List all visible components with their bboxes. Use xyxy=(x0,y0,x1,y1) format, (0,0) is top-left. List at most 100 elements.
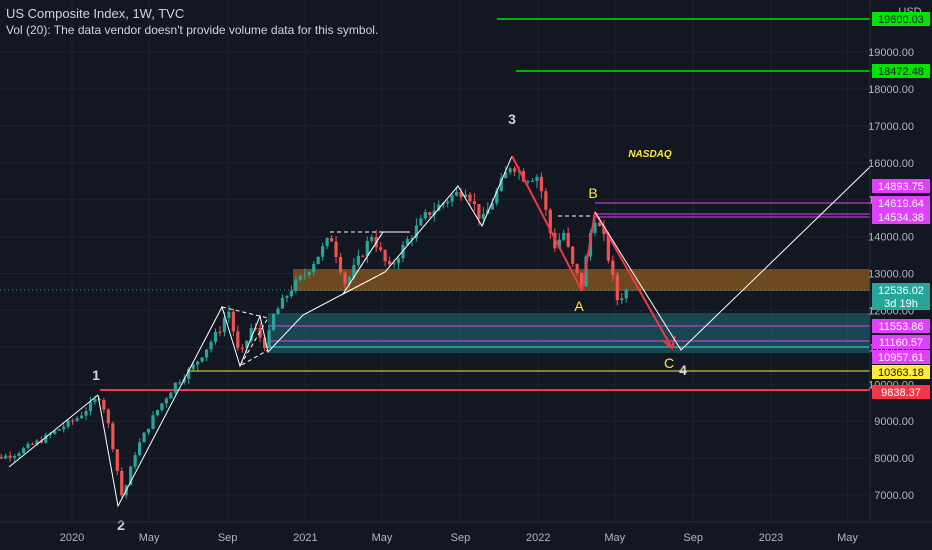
price-tags: 19600.03 18472.48 14893.75 14619.64 14534.38… xyxy=(872,12,930,399)
candle-body xyxy=(164,398,168,404)
time-tick-label: 2022 xyxy=(526,532,550,544)
candle-body xyxy=(213,331,218,342)
time-tick-label: Sep xyxy=(218,532,238,544)
candle-body xyxy=(13,456,17,458)
horizontal-lines xyxy=(0,18,870,391)
candle-body xyxy=(410,237,414,240)
candle-body xyxy=(48,433,52,435)
price-tag xyxy=(872,196,930,210)
price-tag xyxy=(872,283,930,297)
chart-header: US Composite Index, 1W, TVC Vol (20): Th… xyxy=(6,6,378,38)
candle-body xyxy=(249,328,253,341)
candle-body xyxy=(414,225,418,238)
candle-body xyxy=(187,368,191,379)
candle-body xyxy=(365,240,369,256)
candle-body xyxy=(111,423,115,450)
candle-body xyxy=(566,232,570,247)
candle-body xyxy=(316,256,320,264)
candle-body xyxy=(21,448,26,454)
wave-line xyxy=(342,155,513,295)
price-tag-label: 14534.38 xyxy=(878,212,924,224)
candle-body xyxy=(26,443,30,449)
candle-body xyxy=(129,466,133,486)
candle-body xyxy=(142,432,146,443)
wave-b-line xyxy=(581,211,596,292)
candle-body xyxy=(17,453,21,457)
time-axis-ticks: 2020 May Sep 2021 May Sep 2022 May Sep 2023 May xyxy=(60,532,859,544)
wave-dashed xyxy=(330,231,386,296)
candle-body xyxy=(0,456,3,459)
wave-c-arrowhead xyxy=(661,335,676,350)
candle-body xyxy=(115,449,119,472)
candle-body xyxy=(102,399,106,410)
candle-body xyxy=(66,420,70,427)
candle-body xyxy=(57,429,61,431)
candle-body xyxy=(620,298,624,301)
price-tag xyxy=(872,385,930,399)
candle-body xyxy=(178,382,182,384)
price-tick-label: 19000.00 xyxy=(868,47,914,59)
candle-body xyxy=(35,440,39,445)
candle-body xyxy=(79,415,84,419)
candle-body xyxy=(396,258,401,264)
candle-body xyxy=(245,340,249,348)
wave-b-label: B xyxy=(588,185,597,201)
wave-line xyxy=(8,394,99,468)
candle-body xyxy=(450,195,454,202)
projection-line xyxy=(594,164,873,351)
price-tag-label: 14619.64 xyxy=(878,198,924,210)
candle-body xyxy=(8,455,12,458)
wave-line xyxy=(97,231,410,508)
candle-body xyxy=(490,203,494,210)
wave-2-label: 2 xyxy=(117,517,125,533)
candle-body xyxy=(169,392,173,399)
wave-a-label: A xyxy=(574,298,584,314)
candle-body xyxy=(276,308,280,315)
candle-body xyxy=(263,337,267,348)
time-tick-label: 2021 xyxy=(293,532,317,544)
chart-grid xyxy=(0,0,870,522)
candle-body xyxy=(294,279,298,291)
candle-body xyxy=(513,168,517,172)
candle-body xyxy=(334,241,338,258)
candle-body xyxy=(236,331,240,348)
candle-body xyxy=(338,257,343,273)
price-tick-label: 7000.00 xyxy=(874,490,914,502)
candle-body xyxy=(39,440,43,443)
wave-c-label: C xyxy=(664,355,674,371)
candle-body xyxy=(222,317,227,333)
candle-body xyxy=(499,178,503,191)
price-tick-label: 14000.00 xyxy=(868,232,914,244)
wave-labels: 1 2 3 4 A B C NASDAQ xyxy=(92,111,687,533)
time-tick-label: Sep xyxy=(683,532,703,544)
price-tag-label: 3d 19h xyxy=(884,298,918,310)
candle-body xyxy=(303,274,307,276)
time-tick-label: May xyxy=(604,532,625,544)
nasdaq-label: NASDAQ xyxy=(628,149,672,160)
candle-body xyxy=(53,430,57,434)
candle-body xyxy=(325,238,329,247)
price-tag xyxy=(872,365,930,379)
price-tick-label: 18000.00 xyxy=(868,84,914,96)
price-tag xyxy=(872,319,930,333)
candle-body xyxy=(401,244,405,259)
candle-body xyxy=(254,328,258,330)
candle-body xyxy=(602,226,606,234)
candle-body xyxy=(343,272,347,284)
candle-body xyxy=(557,239,561,249)
price-tag xyxy=(872,296,930,310)
symbol-title: US Composite Index, 1W, TVC xyxy=(6,6,185,21)
candles xyxy=(0,166,628,499)
price-tag xyxy=(872,12,930,26)
price-tag xyxy=(872,179,930,193)
candle-body xyxy=(539,176,544,192)
price-tag xyxy=(872,335,930,349)
price-tick-label: 9000.00 xyxy=(874,416,914,428)
price-tag-label: 12536.02 xyxy=(878,285,924,297)
candle-body xyxy=(419,218,423,226)
candle-body xyxy=(289,290,293,297)
candle-body xyxy=(606,233,610,261)
candle-body xyxy=(75,418,79,421)
candle-body xyxy=(575,263,579,273)
